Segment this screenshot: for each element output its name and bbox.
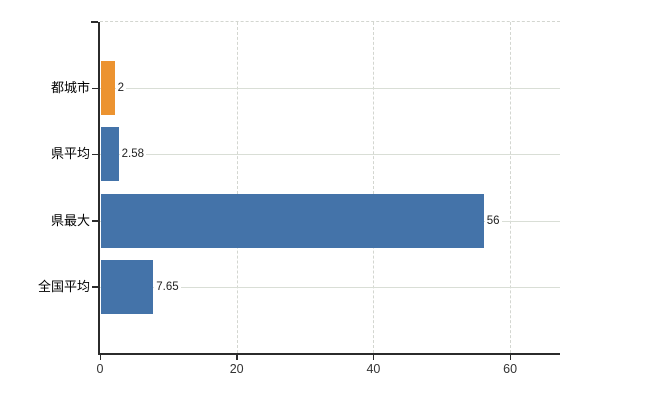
- y-axis-tick-0: [92, 87, 100, 90]
- row-gridline-1: [100, 154, 560, 156]
- category-label-1: 県平均: [50, 146, 90, 162]
- y-axis-top-tick: [91, 21, 98, 23]
- x-gridline-40: [373, 22, 375, 353]
- value-label-0: 2: [115, 80, 127, 97]
- category-label-0: 都城市: [50, 80, 90, 96]
- x-axis-line: [98, 353, 560, 355]
- bar-3: [101, 259, 154, 314]
- x-axis-tick-20: [236, 355, 238, 360]
- y-axis-tick-1: [92, 153, 100, 156]
- x-gridline-60: [510, 22, 512, 353]
- y-axis-tick-2: [92, 220, 100, 222]
- x-axis-tick-60: [509, 355, 512, 360]
- x-tick-label-40: 40: [366, 362, 381, 376]
- x-axis-tick-0: [99, 355, 101, 360]
- bar-1: [101, 127, 119, 182]
- plot-top-border: [100, 21, 560, 22]
- x-tick-label-60: 60: [503, 362, 518, 376]
- x-tick-label-0: 0: [96, 362, 104, 376]
- value-label-1: 2.58: [119, 146, 147, 163]
- x-gridline-20: [236, 22, 238, 353]
- row-gridline-3: [100, 286, 560, 288]
- category-label-3: 全国平均: [37, 278, 90, 294]
- bar-0: [101, 61, 115, 116]
- row-gridline-0: [100, 88, 560, 90]
- bar-2: [101, 193, 484, 248]
- value-label-3: 7.65: [154, 278, 181, 295]
- x-axis-tick-40: [372, 355, 375, 360]
- value-label-2: 56: [484, 212, 502, 229]
- category-label-2: 県最大: [50, 212, 90, 228]
- x-tick-label-20: 20: [229, 362, 244, 376]
- y-axis-tick-3: [92, 286, 100, 288]
- y-axis-line: [98, 22, 100, 355]
